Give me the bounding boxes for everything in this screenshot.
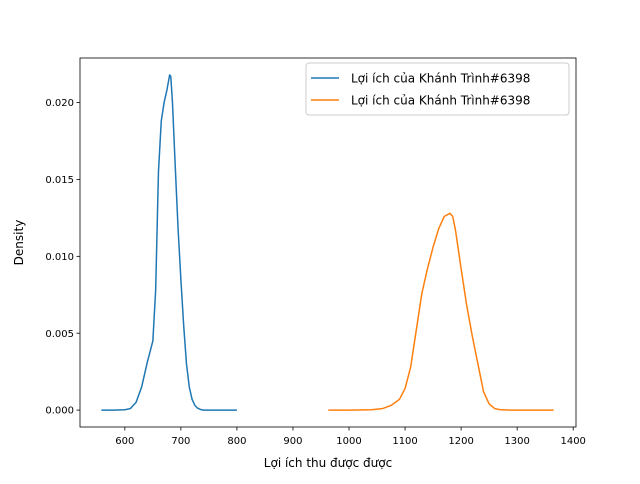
x-tick-label: 600 — [115, 436, 134, 447]
y-axis-label: Density — [12, 220, 26, 266]
x-tick-label: 1200 — [448, 436, 473, 447]
x-axis-label: Lợi ích thu được được — [264, 456, 392, 470]
x-tick-label: 1100 — [392, 436, 417, 447]
x-tick-label: 900 — [283, 436, 302, 447]
y-axis-ticks: 0.000 0.005 0.010 0.015 0.020 — [45, 98, 80, 417]
legend: Lợi ích của Khánh Trình#6398 Lợi ích của … — [305, 62, 570, 116]
y-tick-label: 0.020 — [45, 98, 74, 109]
legend-label-1: Lợi ích của Khánh Trình#6398 — [351, 72, 530, 86]
x-tick-label: 1300 — [504, 436, 529, 447]
x-tick-label: 1400 — [560, 436, 585, 447]
plot-frame — [79, 57, 577, 428]
y-tick-label: 0.005 — [45, 329, 74, 340]
x-tick-label: 800 — [227, 436, 246, 447]
y-tick-label: 0.000 — [45, 406, 74, 417]
plot-area — [80, 58, 576, 427]
x-axis-ticks: 600 700 800 900 1000 1100 1200 1300 1400 — [115, 427, 586, 447]
series-line-2 — [328, 212, 554, 411]
series-layer — [101, 74, 554, 411]
y-tick-label: 0.010 — [45, 252, 74, 263]
x-tick-label: 700 — [171, 436, 190, 447]
legend-box — [305, 62, 570, 116]
legend-label-2: Lợi ích của Khánh Trình#6398 — [351, 94, 530, 108]
series-line-1 — [101, 74, 237, 411]
y-tick-label: 0.015 — [45, 175, 74, 186]
x-tick-label: 1000 — [336, 436, 361, 447]
